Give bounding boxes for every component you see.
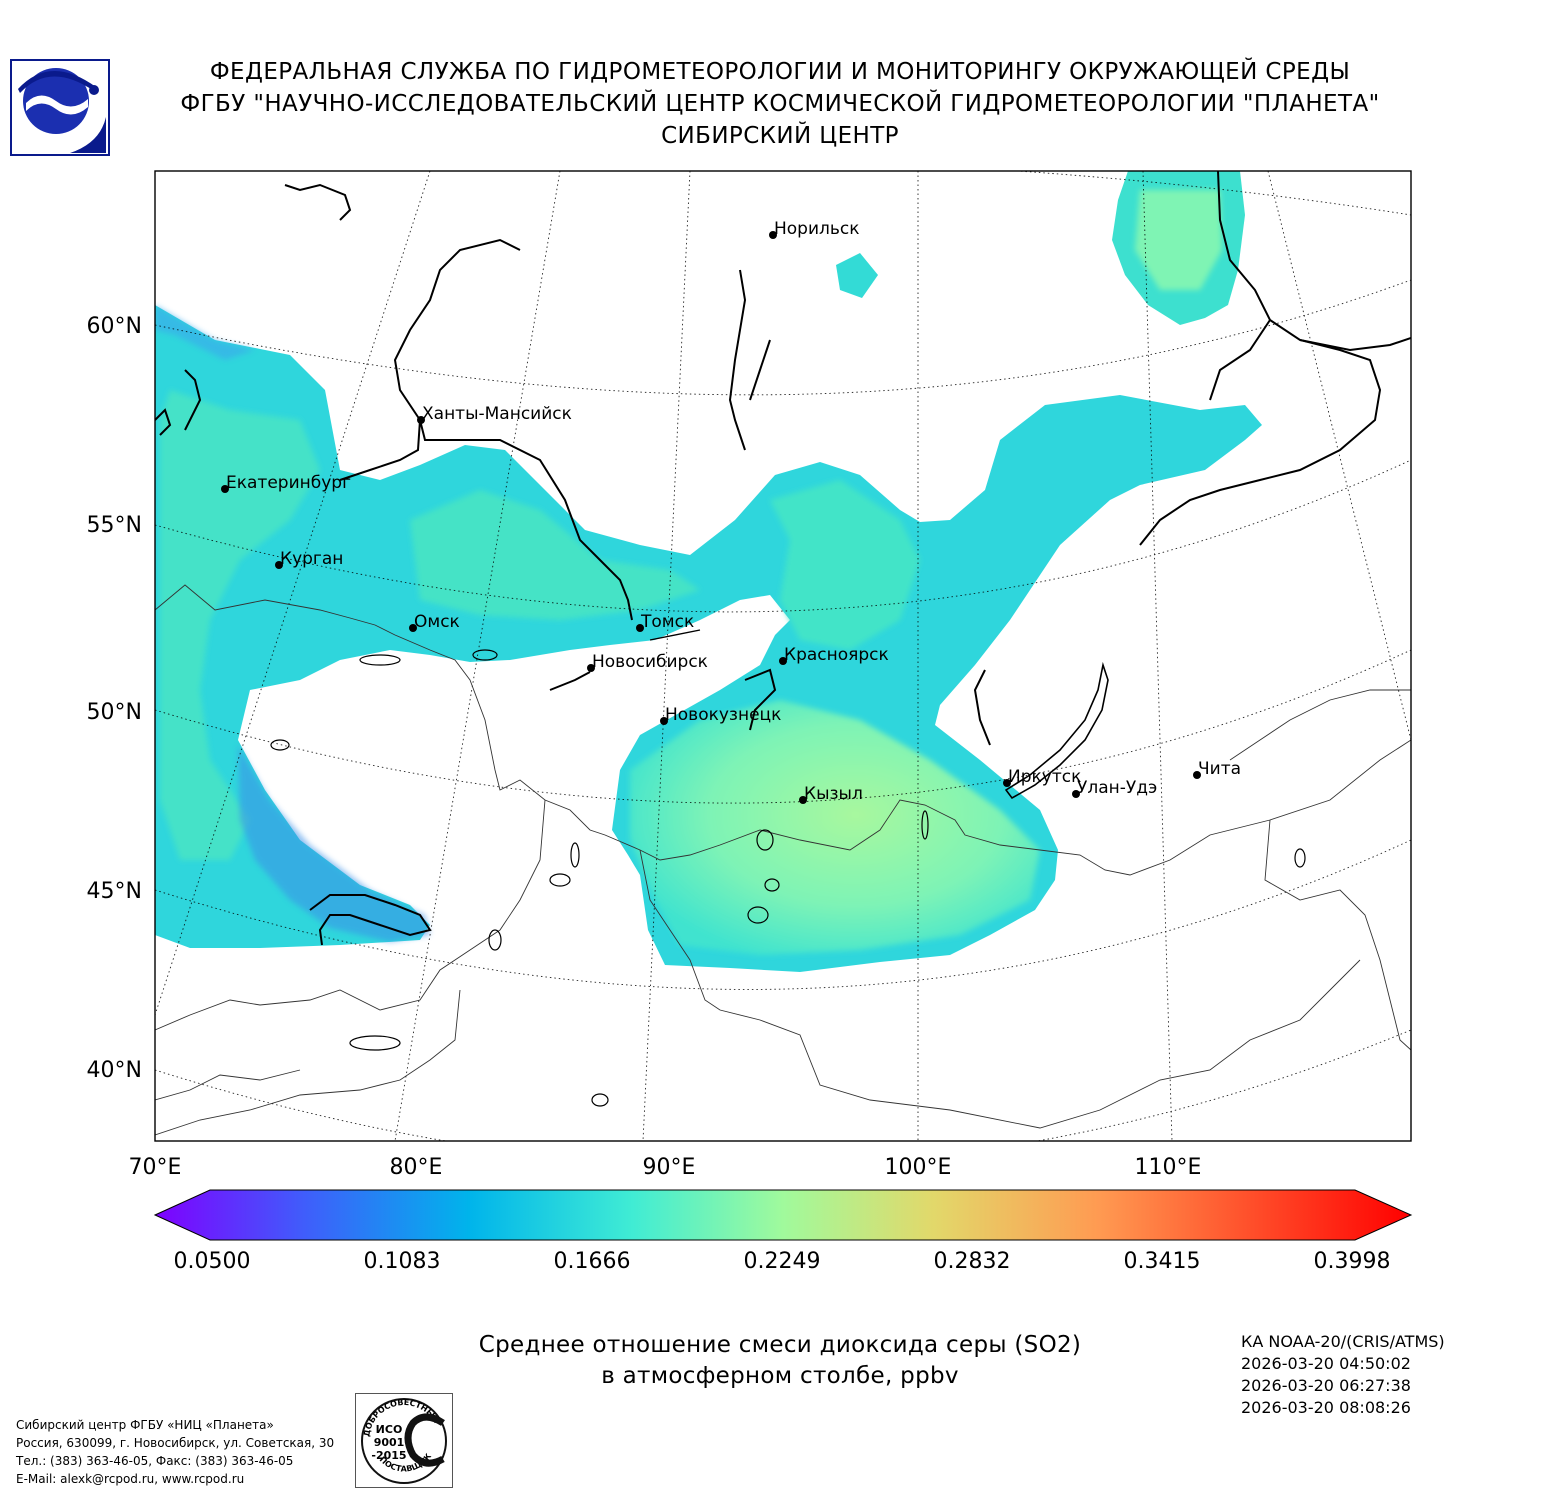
map-frame	[154, 170, 1412, 1142]
lake-baikal	[1004, 661, 1109, 800]
map-figure: Норильск Ханты-Мансийск Екатеринбург Курган…	[87, 170, 1413, 1274]
lat-label: 45°N	[87, 879, 142, 904]
city-dot	[221, 485, 229, 493]
city-dot	[660, 717, 668, 725]
city-label: Чита	[1198, 759, 1241, 779]
header-line-1: ФЕДЕРАЛЬНАЯ СЛУЖБА ПО ГИДРОМЕТЕОРОЛОГИИ …	[209, 59, 1351, 85]
so2-edge-nw	[155, 305, 255, 360]
colorbar-tick: 0.0500	[174, 1249, 251, 1274]
city-dot	[1003, 779, 1011, 787]
lat-label: 50°N	[87, 700, 142, 725]
city-label: Новосибирск	[592, 652, 708, 672]
lon-label: 100°E	[885, 1155, 952, 1180]
header: ФЕДЕРАЛЬНАЯ СЛУЖБА ПО ГИДРОМЕТЕОРОЛОГИИ …	[130, 56, 1430, 152]
city-label: Екатеринбург	[226, 473, 351, 493]
pass-time: 2026-03-20 06:27:38	[1241, 1376, 1411, 1395]
contact-line: E-Mail: alexk@rcpod.ru, www.rcpod.ru	[16, 1472, 245, 1486]
city-dot	[587, 664, 595, 672]
lon-label: 110°E	[1135, 1155, 1202, 1180]
lon-label: 90°E	[643, 1155, 696, 1180]
country-borders	[155, 584, 1411, 1136]
so2-core-west	[160, 390, 320, 860]
city-label: Красноярск	[784, 645, 889, 665]
city-label: Иркутск	[1008, 767, 1081, 787]
so2-region-norilsk	[836, 253, 878, 298]
lat-label: 55°N	[87, 513, 142, 538]
longitude-labels: 70°E 80°E 90°E 100°E 110°E	[129, 1155, 1202, 1180]
colorbar: 0.0500 0.1083 0.1666 0.2249 0.2832 0.341…	[153, 1189, 1413, 1274]
pass-time: 2026-03-20 08:08:26	[1241, 1398, 1411, 1417]
lat-label: 60°N	[87, 314, 142, 339]
chart-title: Среднее отношение смеси диоксида серы (S…	[380, 1330, 1180, 1392]
colorbar-tick: 0.3415	[1124, 1249, 1201, 1274]
city-dot	[409, 624, 417, 632]
colorbar-tick: 0.1083	[364, 1249, 441, 1274]
pass-time: 2026-03-20 04:50:02	[1241, 1354, 1411, 1373]
city-label: Омск	[414, 612, 460, 632]
header-line-2: ФГБУ "НАУЧНО-ИССЛЕДОВАТЕЛЬСКИЙ ЦЕНТР КОС…	[180, 91, 1380, 117]
city-dot	[1072, 790, 1080, 798]
city-dot	[779, 657, 787, 665]
planeta-logo	[10, 59, 110, 156]
map-area: Норильск Ханты-Мансийск Екатеринбург Курган…	[155, 171, 1411, 1141]
so2-core-northeast	[1135, 190, 1222, 290]
graticule	[155, 171, 1411, 1141]
city-dot	[636, 624, 644, 632]
latitude-labels: 60°N 55°N 50°N 45°N 40°N	[87, 314, 142, 1083]
city-markers: Норильск Ханты-Мансийск Екатеринбург Курган…	[221, 219, 1241, 804]
city-label: Улан-Удэ	[1077, 778, 1157, 798]
colorbar-tick: 0.1666	[554, 1249, 631, 1274]
rivers	[155, 171, 1411, 946]
iso-certification-stamp: ДОБРОСОВЕСТНЫЙ ПОСТАВЩИК ИСО 9001 -2015	[355, 1393, 453, 1488]
satellite-info: КА NOAA-20/(CRIS/ATMS) 2026-03-20 04:50:…	[1241, 1331, 1445, 1419]
city-label: Кызыл	[804, 784, 863, 804]
stamp-iso-line: -2015	[371, 1449, 406, 1462]
city-label: Новокузнецк	[665, 705, 781, 725]
city-label: Норильск	[774, 219, 860, 239]
city-label: Томск	[640, 612, 694, 632]
so2-core-central	[770, 480, 920, 650]
lat-label: 40°N	[87, 1058, 142, 1083]
stamp-iso-line: ИСО	[376, 1423, 403, 1436]
so2-core-north	[410, 490, 700, 620]
city-dot	[275, 561, 283, 569]
satellite-instrument: КА NOAA-20/(CRIS/ATMS)	[1241, 1332, 1445, 1351]
lon-label: 70°E	[129, 1155, 182, 1180]
contact-line: Россия, 630099, г. Новосибирск, ул. Сове…	[16, 1436, 335, 1450]
colorbar-tick: 0.2832	[934, 1249, 1011, 1274]
contact-info: Сибирский центр ФГБУ «НИЦ «Планета» Росс…	[16, 1416, 334, 1488]
city-label: Курган	[280, 549, 343, 569]
city-dot	[799, 796, 807, 804]
header-line-3: СИБИРСКИЙ ЦЕНТР	[661, 123, 899, 149]
so2-core-south	[630, 700, 1040, 955]
contact-line: Тел.: (383) 363-46-05, Факс: (383) 363-4…	[16, 1454, 294, 1468]
city-dot	[769, 231, 777, 239]
city-label: Ханты-Мансийск	[422, 404, 572, 424]
so2-field	[155, 171, 1262, 972]
chart-title-line-1: Среднее отношение смеси диоксида серы (S…	[478, 1332, 1082, 1358]
colorbar-bar	[153, 1189, 1413, 1241]
so2-edge-blue	[238, 745, 430, 942]
colorbar-tick: 0.2249	[744, 1249, 821, 1274]
city-dot	[417, 416, 425, 424]
contact-line: Сибирский центр ФГБУ «НИЦ «Планета»	[16, 1418, 274, 1432]
small-lakes	[270, 649, 1306, 1107]
lon-label: 80°E	[390, 1155, 443, 1180]
chart-title-line-2: в атмосферном столбе, ppbv	[601, 1363, 959, 1389]
colorbar-tick: 0.3998	[1314, 1249, 1391, 1274]
colorbar-ticks: 0.0500 0.1083 0.1666 0.2249 0.2832 0.341…	[174, 1249, 1391, 1274]
city-dot	[1193, 771, 1201, 779]
stamp-iso-line: 9001	[374, 1436, 405, 1449]
